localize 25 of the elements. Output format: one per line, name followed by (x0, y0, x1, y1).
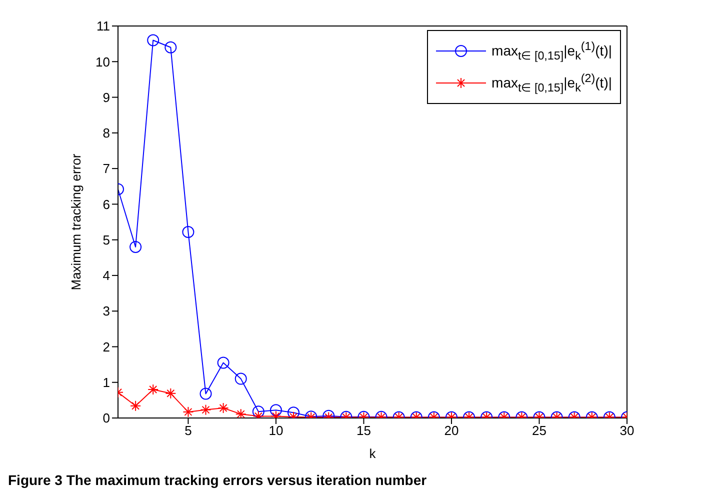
y-tick-label: 4 (102, 268, 110, 284)
y-tick-label: 7 (102, 161, 110, 176)
legend-label: max$_{t∈ [0,15]}$|e$_{k}$$^{(2)}$(t)| (492, 72, 612, 94)
x-tick-label: 20 (444, 423, 459, 438)
x-tick-label: 25 (532, 423, 546, 438)
x-tick-label: 15 (356, 423, 371, 438)
y-tick-label: 3 (102, 304, 110, 319)
y-tick-label: 10 (96, 54, 110, 70)
x-tick-label: 30 (620, 423, 634, 438)
y-tick-label: 6 (102, 196, 110, 212)
y-tick-label: 5 (102, 232, 110, 248)
y-tick-label: 9 (102, 90, 110, 105)
point (182, 226, 194, 238)
y-tick-label: 2 (102, 339, 110, 354)
x-tick-label: 5 (184, 423, 192, 438)
caption: Figure 3 The maximum tracking errors versus iteration number (8, 472, 428, 488)
y-tick-label: 1 (102, 374, 110, 390)
y-tick-label: 11 (96, 18, 110, 34)
x-tick-label: 10 (268, 423, 284, 438)
x-axis-title: k (369, 446, 376, 461)
legend-label: max$_{t∈ [0,15]}$|e$_{k}$$^{(1)}$(t)| (492, 40, 612, 62)
y-axis-title: Maximum tracking error (68, 153, 84, 290)
point (130, 240, 142, 253)
y-tick-label: 8 (102, 126, 110, 141)
y-tick-label: 0 (102, 410, 110, 426)
